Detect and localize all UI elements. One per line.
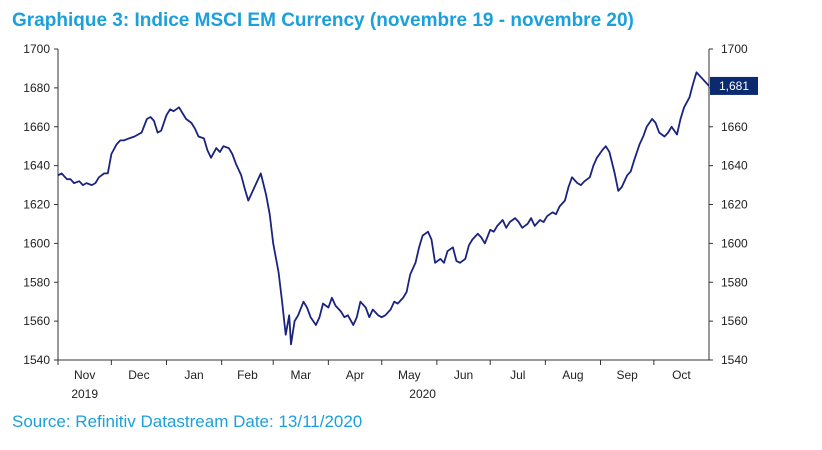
left-y-tick-label: 1660 (23, 120, 50, 134)
left-y-tick-label: 1560 (23, 314, 50, 328)
last-value-badge (710, 76, 758, 95)
x-tick-label: Feb (237, 368, 258, 382)
series-layer (57, 71, 710, 346)
left-y-tick-label: 1620 (23, 198, 50, 212)
x-tick-label: Nov (74, 368, 95, 382)
left-y-tick-label: 1540 (23, 353, 50, 367)
x-tick-label: Oct (672, 368, 691, 382)
chart-title: Graphique 3: Indice MSCI EM Currency (no… (12, 10, 634, 31)
x-tick-label: Dec (128, 368, 149, 382)
left-y-tick-label: 1580 (23, 275, 50, 289)
x-tick-label: Mar (290, 368, 311, 382)
right-y-tick-label: 1580 (721, 275, 748, 289)
x-tick-label: Jan (184, 368, 203, 382)
year-label: 2020 (409, 387, 436, 401)
right-y-tick-label: 1660 (721, 120, 748, 134)
x-tick-label: May (398, 368, 421, 382)
right-y-tick-label: 1540 (721, 353, 748, 367)
x-tick-label: Apr (346, 368, 365, 382)
left-y-tick-label: 1680 (23, 81, 50, 95)
year-label: 2019 (71, 387, 98, 401)
x-tick-label: Jun (454, 368, 473, 382)
left-y-tick-label: 1640 (23, 159, 50, 173)
axes-layer (54, 48, 713, 365)
left-y-tick-label: 1600 (23, 236, 50, 250)
right-y-tick-label: 1620 (721, 198, 748, 212)
last-value-label: 1,681 (719, 79, 749, 93)
left-y-tick-label: 1700 (23, 42, 50, 56)
x-tick-label: Sep (617, 368, 639, 382)
right-y-tick-label: 1640 (721, 159, 748, 173)
x-tick-label: Jul (510, 368, 525, 382)
series-line (57, 71, 710, 346)
right-y-tick-label: 1600 (721, 236, 748, 250)
labels-layer: 1540 1540 1560 1560 1580 1580 1600 1600 1620 1620… (23, 42, 758, 401)
x-tick-label: Aug (562, 368, 583, 382)
right-y-tick-label: 1560 (721, 314, 748, 328)
right-y-tick-label: 1700 (721, 42, 748, 56)
source-note: Source: Refinitiv Datastream Date: 13/11… (12, 412, 363, 431)
